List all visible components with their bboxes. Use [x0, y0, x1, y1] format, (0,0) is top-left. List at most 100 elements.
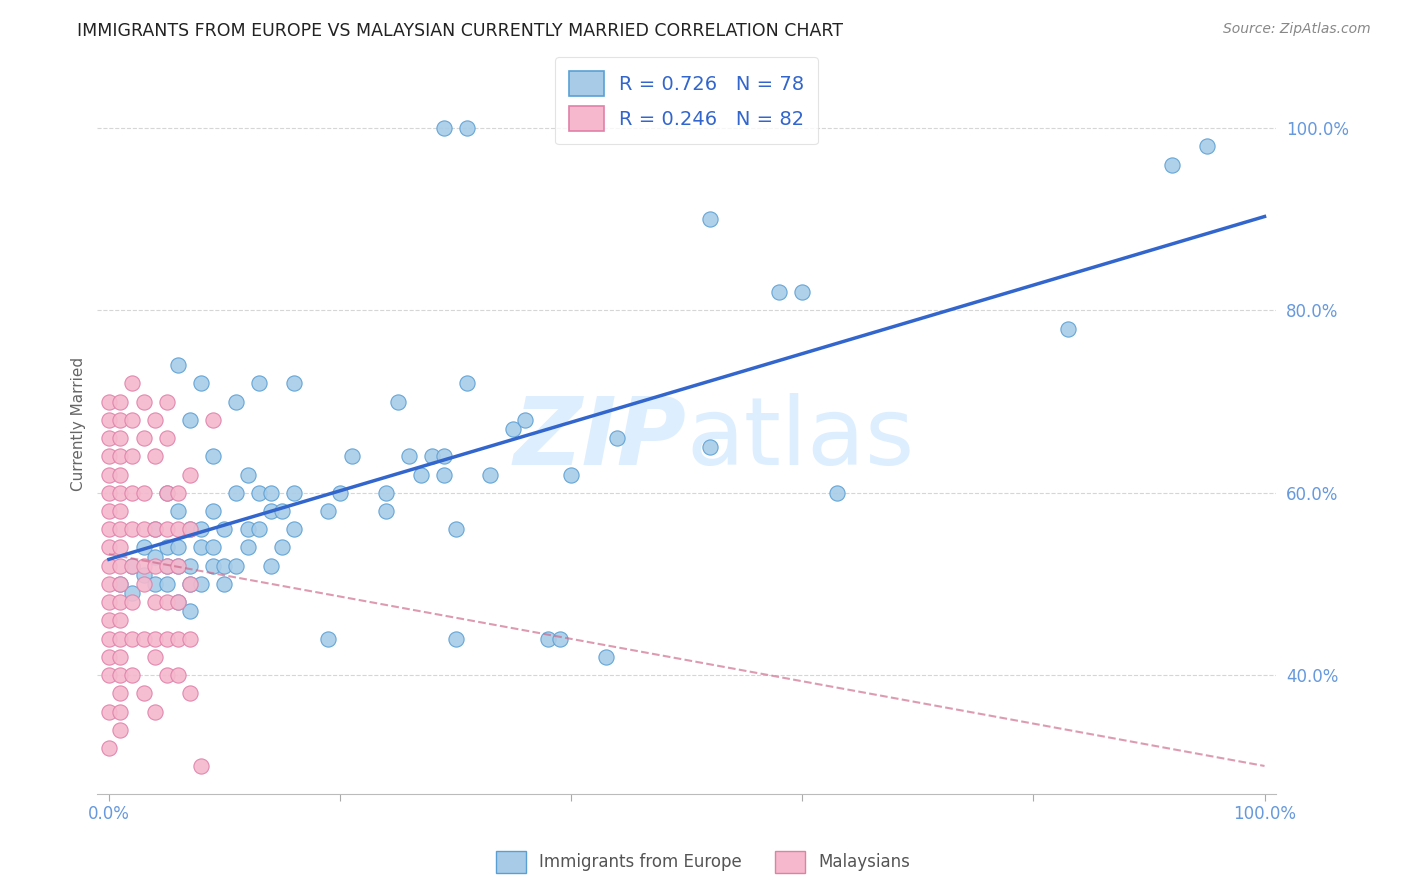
Point [167, 595, 190, 609]
Text: IMMIGRANTS FROM EUROPE VS MALAYSIAN CURRENTLY MARRIED CORRELATION CHART: IMMIGRANTS FROM EUROPE VS MALAYSIAN CURR… [77, 22, 844, 40]
Point [260, 485, 283, 500]
Point [225, 558, 247, 573]
Point [97, 741, 120, 756]
Point [97, 504, 120, 518]
Point [143, 595, 166, 609]
Legend: R = 0.726   N = 78, R = 0.246   N = 82: R = 0.726 N = 78, R = 0.246 N = 82 [555, 57, 818, 145]
Point [247, 485, 270, 500]
Point [179, 577, 201, 591]
Point [156, 394, 179, 409]
Point [792, 285, 814, 300]
Point [110, 577, 132, 591]
Point [260, 558, 283, 573]
Point [236, 541, 259, 555]
Point [247, 376, 270, 391]
Point [156, 485, 179, 500]
Point [110, 668, 132, 682]
Point [537, 632, 560, 646]
Point [190, 376, 212, 391]
Point [143, 558, 166, 573]
Point [132, 686, 155, 700]
Point [143, 705, 166, 719]
Point [375, 504, 398, 518]
Point [156, 431, 179, 445]
Point [121, 632, 143, 646]
Point [132, 485, 155, 500]
Point [132, 558, 155, 573]
Point [143, 413, 166, 427]
Point [143, 522, 166, 536]
Y-axis label: Currently Married: Currently Married [72, 358, 86, 491]
Point [179, 577, 201, 591]
Point [132, 541, 155, 555]
Point [121, 586, 143, 600]
Point [513, 413, 536, 427]
Point [167, 485, 190, 500]
Point [97, 614, 120, 628]
Point [97, 413, 120, 427]
Point [121, 485, 143, 500]
Point [260, 504, 283, 518]
Text: Source: ZipAtlas.com: Source: ZipAtlas.com [1223, 22, 1371, 37]
Point [606, 431, 628, 445]
Point [179, 413, 201, 427]
Point [201, 558, 224, 573]
Point [110, 632, 132, 646]
Point [156, 577, 179, 591]
Point [1195, 139, 1218, 153]
Point [156, 522, 179, 536]
Point [156, 541, 179, 555]
Point [318, 504, 340, 518]
Point [179, 632, 201, 646]
Point [121, 558, 143, 573]
Point [167, 595, 190, 609]
Point [179, 558, 201, 573]
Point [247, 522, 270, 536]
Point [97, 649, 120, 664]
Point [110, 558, 132, 573]
Point [97, 558, 120, 573]
Point [97, 577, 120, 591]
Point [167, 632, 190, 646]
Point [110, 467, 132, 482]
Point [225, 394, 247, 409]
Point [121, 450, 143, 464]
Text: ZIP: ZIP [513, 393, 686, 485]
Text: atlas: atlas [686, 393, 915, 485]
Point [398, 450, 420, 464]
Point [825, 485, 848, 500]
Point [167, 668, 190, 682]
Point [110, 431, 132, 445]
Point [179, 522, 201, 536]
Point [444, 632, 467, 646]
Point [560, 467, 582, 482]
Point [167, 558, 190, 573]
Point [201, 541, 224, 555]
Point [409, 467, 432, 482]
Point [433, 467, 456, 482]
Point [143, 649, 166, 664]
Point [132, 632, 155, 646]
Point [283, 522, 305, 536]
Point [110, 485, 132, 500]
Point [143, 632, 166, 646]
Point [190, 577, 212, 591]
Point [225, 485, 247, 500]
Point [271, 541, 294, 555]
Point [479, 467, 502, 482]
Point [201, 504, 224, 518]
Point [121, 522, 143, 536]
Point [97, 541, 120, 555]
Point [167, 541, 190, 555]
Point [375, 485, 398, 500]
Point [110, 577, 132, 591]
Point [132, 567, 155, 582]
Point [214, 522, 236, 536]
Point [387, 394, 409, 409]
Point [768, 285, 790, 300]
Point [329, 485, 352, 500]
Point [97, 450, 120, 464]
Point [97, 668, 120, 682]
Point [110, 614, 132, 628]
Point [422, 450, 444, 464]
